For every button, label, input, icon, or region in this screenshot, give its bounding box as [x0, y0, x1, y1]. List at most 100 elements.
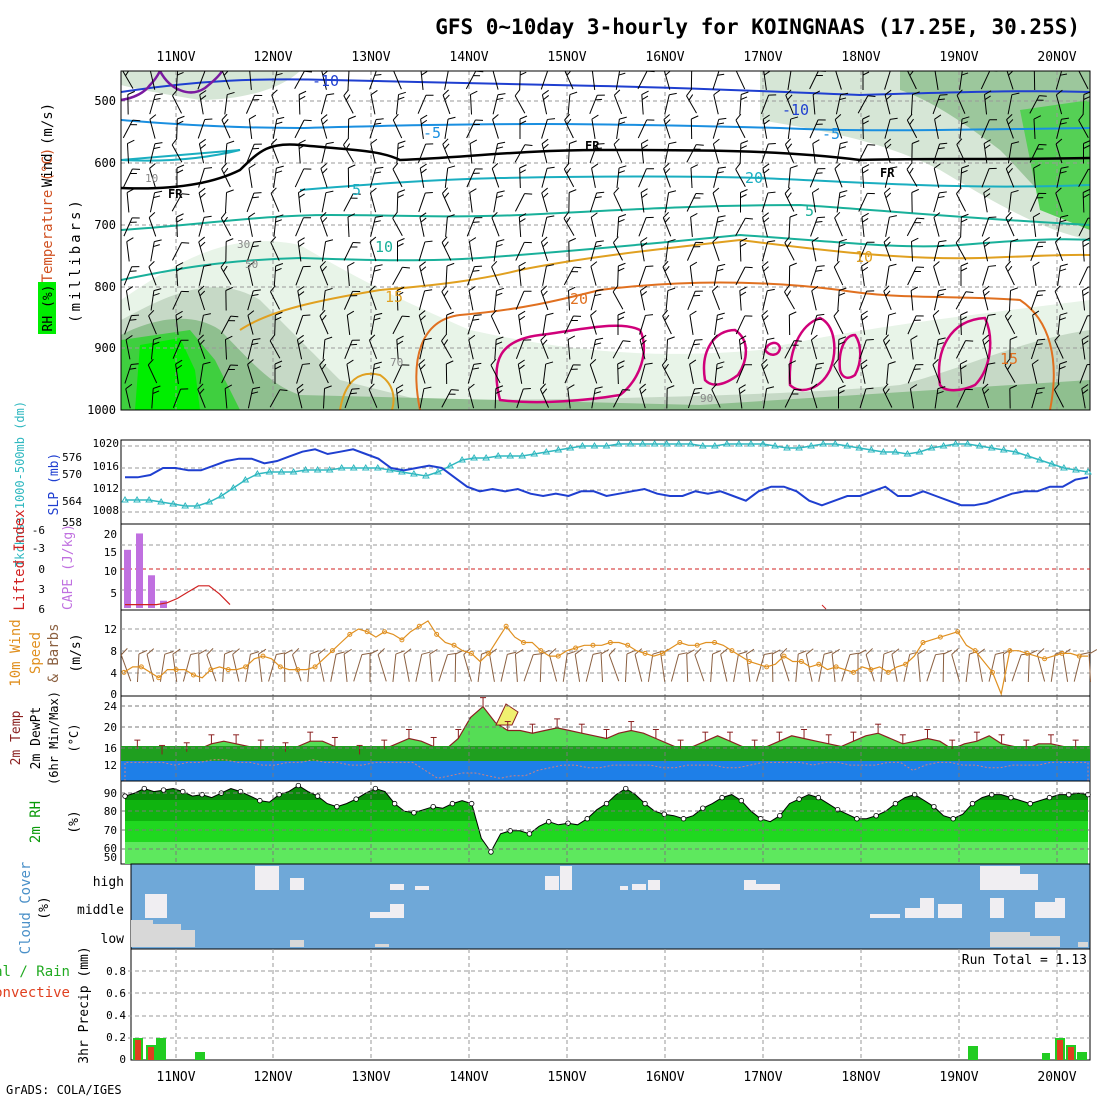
- wind-barb: [246, 192, 262, 213]
- wind-barb: [640, 237, 648, 262]
- wind-speed-marker: [920, 640, 926, 646]
- wind-barb: [150, 239, 162, 262]
- rh2m-marker: [391, 800, 398, 807]
- wind-barb: [981, 167, 997, 188]
- thickness-marker: [1011, 448, 1020, 455]
- precip-tick: 0.2: [106, 1031, 126, 1044]
- wind-speed-marker: [416, 623, 422, 629]
- wind-speed-marker: [816, 661, 822, 667]
- wind-barb: [247, 359, 254, 384]
- day-label: 12NOV: [253, 50, 292, 65]
- thickness-marker: [939, 442, 948, 449]
- contour-labels: -10 -5 FR 5 10 15 20 -10 -5 FR 5 10 15 2…: [145, 72, 1018, 405]
- wind-barb: [933, 288, 947, 311]
- wind10m-barb: [317, 648, 326, 682]
- wind-barb: [369, 71, 385, 90]
- wind-barb: [1078, 71, 1089, 90]
- wind-barb: [270, 285, 280, 310]
- wind-barb: [910, 91, 920, 115]
- wind-barb: [640, 139, 649, 164]
- wind-barb: [515, 193, 533, 212]
- wind10m-barb: [1036, 648, 1046, 682]
- wind-barb: [762, 212, 770, 237]
- wind-barb: [836, 238, 847, 262]
- chart-title: GFS 0~10day 3-hourly for KOINGNAAS (17.2…: [435, 15, 1080, 39]
- wind-barb: [444, 71, 449, 90]
- wind10m-barb: [182, 652, 200, 682]
- wind10m-barb: [257, 648, 267, 682]
- wind-barb: [441, 187, 452, 212]
- wind-barb: [664, 92, 677, 115]
- wind-barb: [172, 290, 189, 310]
- wind-barb: [1083, 140, 1090, 164]
- slp-tick: 1008: [93, 504, 120, 517]
- rh2m-marker: [777, 813, 783, 819]
- cloud-row-middle: middle: [77, 903, 124, 918]
- temp-minmax-markers: [134, 697, 1079, 755]
- wind-barb: [247, 289, 261, 311]
- wind-barb: [294, 119, 312, 139]
- wind-barb: [269, 334, 281, 359]
- wind-barb: [1007, 92, 1020, 115]
- wind-barb: [739, 140, 749, 164]
- wind-barb: [494, 336, 504, 360]
- thickness-marker: [1048, 460, 1056, 467]
- wind10m-barb: [120, 648, 132, 682]
- wind-barb: [982, 334, 990, 360]
- wind-barb: [319, 309, 329, 335]
- li-tick: -6: [32, 524, 45, 537]
- wind-speed-marker: [625, 642, 631, 648]
- wind-barb: [396, 140, 406, 164]
- rh2m-ylabel2: (%): [67, 810, 82, 833]
- wind-barb: [296, 363, 311, 384]
- wind-barb: [960, 262, 969, 286]
- wind-barb: [885, 263, 897, 286]
- wind-barb: [1057, 312, 1068, 335]
- rh2m-marker: [122, 793, 128, 799]
- wind-barb: [175, 359, 183, 384]
- wind-barb: [343, 290, 361, 310]
- wind-barb: [784, 138, 795, 163]
- wind-barb: [662, 260, 672, 286]
- precip-tick: 0: [119, 1053, 126, 1066]
- wind-barb: [1006, 114, 1014, 139]
- wind-barb: [518, 261, 526, 286]
- wind-speed-marker: [955, 629, 961, 635]
- wind-barb: [320, 163, 328, 188]
- wind-barb: [1056, 117, 1070, 139]
- wind10m-barb: [574, 648, 583, 682]
- wind-barb: [1081, 335, 1089, 360]
- wind-speed-marker: [729, 648, 735, 654]
- wind-speed-marker: [486, 650, 492, 656]
- wind-barb: [959, 116, 970, 139]
- rh2m-marker: [449, 800, 456, 807]
- wind-barb: [616, 116, 627, 139]
- wind-barb: [1032, 212, 1041, 237]
- wind-barb: [295, 314, 311, 335]
- wind-barb: [370, 312, 383, 335]
- wind-barb: [221, 364, 239, 384]
- wind-barb: [835, 71, 842, 90]
- wind-barb: [198, 167, 213, 188]
- wind-barb: [666, 385, 675, 409]
- wind-speed-marker: [173, 667, 179, 673]
- thickness-marker: [638, 440, 647, 447]
- rh2m-marker: [257, 797, 263, 804]
- wind-barb: [835, 92, 849, 115]
- wind10m-barb: [523, 653, 543, 682]
- wind-speed-marker: [121, 669, 127, 675]
- thickness-marker: [494, 452, 503, 459]
- wind-barb: [589, 143, 605, 164]
- cloud-ylabel2: (%): [37, 896, 52, 919]
- wind-barb: [270, 236, 280, 261]
- wind-barb: [418, 191, 433, 213]
- wind-barb: [713, 215, 726, 237]
- wind10m-barb: [733, 651, 748, 682]
- wind10m-barb: [539, 649, 550, 683]
- wind-barb: [591, 386, 603, 409]
- contour-25e: [937, 316, 992, 392]
- thickness-marker: [133, 496, 141, 503]
- wind-barb: [690, 115, 699, 140]
- wind-barb: [148, 260, 157, 286]
- rh2m-marker: [854, 816, 860, 822]
